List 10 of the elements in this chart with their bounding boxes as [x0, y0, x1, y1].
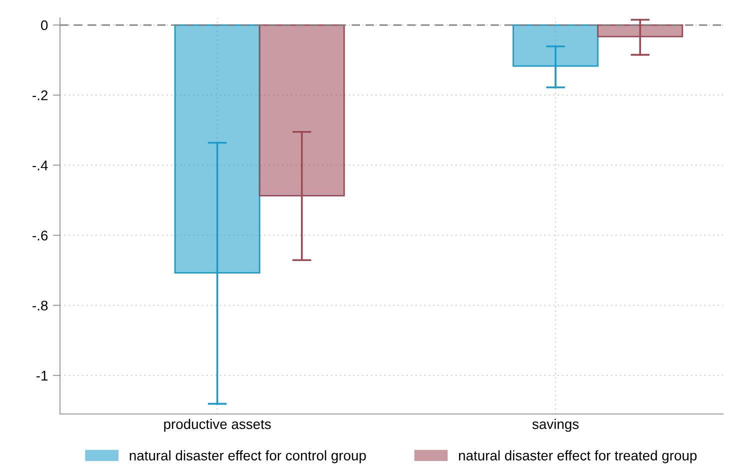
- legend-label: natural disaster effect for treated group: [459, 450, 697, 464]
- x-tick-label: productive assets: [164, 418, 271, 432]
- y-tick-label: -.8: [32, 300, 48, 311]
- y-tick-label: -.2: [32, 90, 48, 100]
- y-tick-label: -.4: [32, 160, 48, 170]
- y-tick-label: -.6: [32, 230, 48, 240]
- legend-label: natural disaster effect for control group: [130, 450, 366, 464]
- x-tick-label: savings: [532, 418, 579, 432]
- y-tick-label: 0: [41, 20, 48, 30]
- y-tick-label: -1: [36, 370, 48, 380]
